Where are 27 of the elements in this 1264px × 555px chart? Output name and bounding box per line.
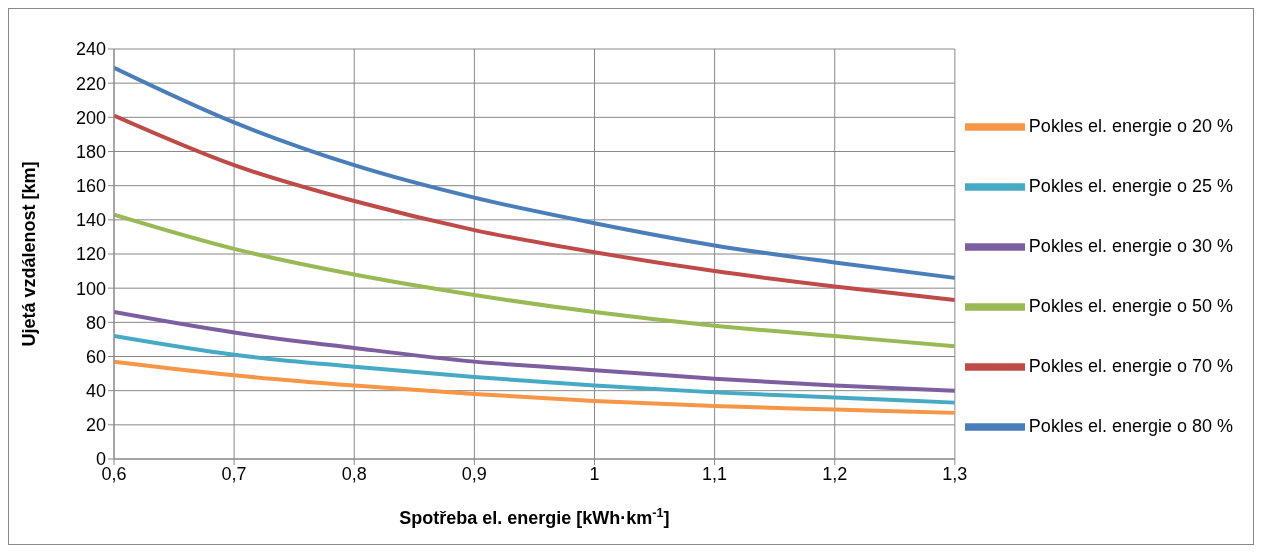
y-tick-label: 200 (75, 107, 106, 128)
y-tick-label: 60 (85, 346, 106, 367)
y-axis-title: Ujetá vzdálenost [km] (19, 161, 40, 347)
legend-label: Pokles el. energie o 80 % (1028, 415, 1233, 436)
x-tick-label: 0,7 (221, 463, 247, 484)
x-tick-label: 1,3 (942, 463, 968, 484)
y-tick-label: 220 (75, 73, 106, 94)
y-tick-label: 140 (75, 210, 106, 231)
legend-label: Pokles el. energie o 70 % (1028, 355, 1233, 376)
x-tick-label: 1 (589, 463, 600, 484)
legend-label: Pokles el. energie o 20 % (1028, 115, 1233, 136)
y-tick-label: 120 (75, 244, 106, 265)
y-tick-label: 80 (85, 312, 106, 333)
y-tick-label: 160 (75, 176, 106, 197)
y-tick-label: 40 (85, 381, 106, 402)
y-tick-label: 180 (75, 141, 106, 162)
x-tick-label: 0,9 (461, 463, 487, 484)
x-tick-label: 0,8 (341, 463, 367, 484)
legend-label: Pokles el. energie o 50 % (1028, 295, 1233, 316)
x-tick-label: 1,2 (822, 463, 848, 484)
y-tick-label: 240 (75, 39, 106, 60)
y-tick-label: 100 (75, 278, 106, 299)
x-tick-label: 1,1 (702, 463, 728, 484)
y-tick-label: 20 (85, 415, 106, 436)
legend-label: Pokles el. energie o 30 % (1028, 235, 1233, 256)
legend-label: Pokles el. energie o 25 % (1028, 175, 1233, 196)
x-axis-title: Spotřeba el. energie [kWh·km$^{-1}$] (399, 506, 670, 528)
